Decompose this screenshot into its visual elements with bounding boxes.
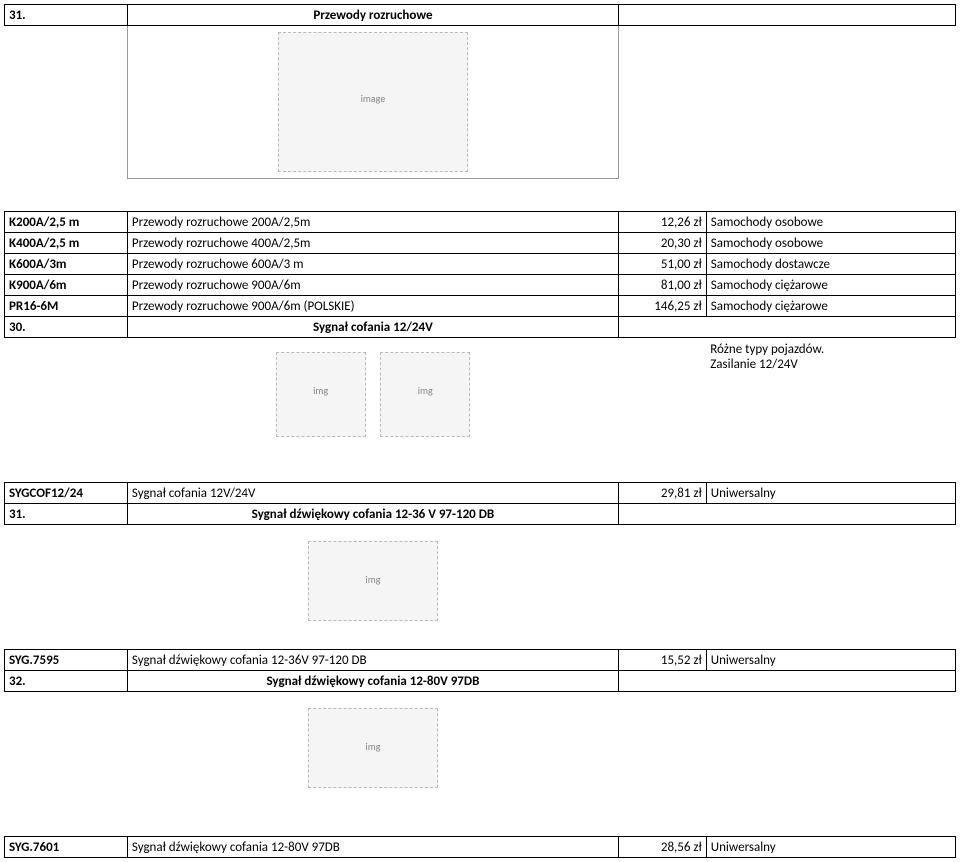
section-note: Różne typy pojazdów. Zasilanie 12/24V bbox=[706, 338, 955, 451]
product-image-cell: img bbox=[127, 692, 618, 805]
buzzer-image-2: img bbox=[380, 352, 470, 437]
sound-signal-image: img bbox=[308, 541, 438, 621]
jumper-cables-image: image bbox=[278, 32, 468, 172]
image-row-2: img img Różne typy pojazdów. Zasilanie 1… bbox=[5, 338, 956, 451]
product-image-cell: image bbox=[127, 26, 618, 179]
catalog-table: 31. Przewody rozruchowe image K200A/2,5 … bbox=[4, 4, 956, 858]
product-image-cell: img bbox=[127, 525, 618, 638]
image-row-1: image bbox=[5, 26, 956, 179]
table-row: K200A/2,5 m Przewody rozruchowe 200A/2,5… bbox=[5, 212, 956, 233]
section-title: Przewody rozruchowe bbox=[127, 5, 618, 26]
sound-signal-image-2: img bbox=[308, 708, 438, 788]
table-row: SYGCOF12/24 Sygnał cofania 12V/24V 29,81… bbox=[5, 483, 956, 504]
section-header-1: 31. Przewody rozruchowe bbox=[5, 5, 956, 26]
table-row: K900A/6m Przewody rozruchowe 900A/6m 81,… bbox=[5, 275, 956, 296]
empty-cell bbox=[618, 5, 706, 26]
table-row: SYG.7601 Sygnał dźwiękowy cofania 12-80V… bbox=[5, 837, 956, 858]
image-row-3: img bbox=[5, 525, 956, 638]
product-image-cell: img img bbox=[127, 338, 618, 451]
table-row: K600A/3m Przewody rozruchowe 600A/3 m 51… bbox=[5, 254, 956, 275]
section-header-3: 31. Sygnał dźwiękowy cofania 12-36 V 97-… bbox=[5, 504, 956, 525]
buzzer-image-1: img bbox=[276, 352, 366, 437]
section-header-2: 30. Sygnał cofania 12/24V bbox=[5, 317, 956, 338]
table-row: K400A/2,5 m Przewody rozruchowe 400A/2,5… bbox=[5, 233, 956, 254]
empty-cell bbox=[706, 5, 955, 26]
section-num: 31. bbox=[5, 5, 128, 26]
section-header-4: 32. Sygnał dźwiękowy cofania 12-80V 97DB bbox=[5, 671, 956, 692]
image-row-4: img bbox=[5, 692, 956, 805]
table-row: PR16-6M Przewody rozruchowe 900A/6m (POL… bbox=[5, 296, 956, 317]
table-row: SYG.7595 Sygnał dźwiękowy cofania 12-36V… bbox=[5, 650, 956, 671]
